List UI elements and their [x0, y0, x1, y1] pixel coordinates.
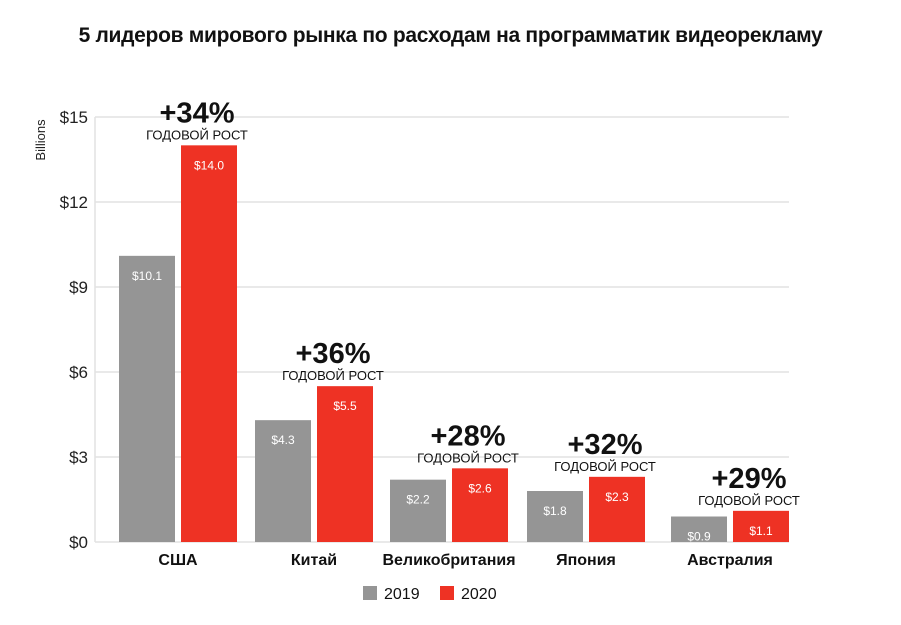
legend-swatch-2019	[363, 586, 377, 600]
growth-percent: +29%	[712, 463, 787, 495]
chart-title: 5 лидеров мирового рынка по расходам на …	[78, 24, 823, 47]
x-category-label: Австралия	[687, 552, 773, 569]
bar-2020	[181, 145, 237, 543]
bar-2019	[119, 255, 175, 543]
y-tick-label: $12	[60, 193, 88, 212]
growth-caption: ГОДОВОЙ РОСТ	[698, 493, 800, 508]
growth-percent: +32%	[568, 429, 643, 461]
legend-label: 2020	[461, 586, 497, 603]
bar-value-label: $0.9	[687, 530, 711, 544]
x-category-label: Китай	[291, 552, 337, 569]
x-category-label: Великобритания	[382, 552, 515, 569]
bar-value-label: $2.6	[468, 481, 492, 495]
bar-value-label: $1.1	[749, 524, 773, 538]
legend-label: 2019	[384, 586, 420, 603]
y-tick-label: $0	[69, 533, 88, 552]
growth-caption: ГОДОВОЙ РОСТ	[554, 459, 656, 474]
y-axis-ticks: $0 $3 $6 $9 $12 $15	[60, 108, 88, 552]
bar-2019	[390, 479, 446, 542]
y-tick-label: $6	[69, 363, 88, 382]
growth-caption: ГОДОВОЙ РОСТ	[282, 368, 384, 383]
bar-2020	[589, 476, 645, 542]
legend-swatch-2020	[440, 586, 454, 600]
y-axis-label: Billions	[33, 119, 48, 161]
growth-percent: +34%	[160, 97, 235, 129]
bar-2019	[255, 420, 311, 542]
bar-2019	[527, 491, 583, 542]
bar-value-label: $10.1	[132, 269, 162, 283]
bars: $10.1 $14.0 $4.3 $5.5 $2.2 $2.6 $1.8 $2.3 $0.9 $1…	[119, 145, 789, 544]
bar-value-label: $2.2	[406, 493, 430, 507]
y-tick-label: $3	[69, 448, 88, 467]
x-category-label: Япония	[556, 552, 616, 569]
x-category-label: США	[158, 552, 198, 569]
growth-annotations: +34%ГОДОВОЙ РОСТ+36%ГОДОВОЙ РОСТ+28%ГОДО…	[146, 97, 800, 508]
growth-percent: +36%	[296, 338, 371, 370]
bar-value-label: $14.0	[194, 158, 224, 172]
bar-value-label: $5.5	[333, 399, 357, 413]
bar-value-label: $2.3	[605, 490, 629, 504]
x-axis-categories: США Китай Великобритания Япония Австралия	[158, 552, 772, 569]
bar-2020	[317, 386, 373, 542]
bar-2020	[452, 468, 508, 542]
growth-percent: +28%	[431, 420, 506, 452]
bar-2020	[733, 510, 789, 542]
growth-caption: ГОДОВОЙ РОСТ	[146, 127, 248, 142]
legend: 2019 2020	[363, 586, 497, 603]
y-tick-label: $15	[60, 108, 88, 127]
bar-2019	[671, 516, 727, 542]
growth-caption: ГОДОВОЙ РОСТ	[417, 450, 519, 465]
bar-value-label: $1.8	[543, 504, 567, 518]
bar-value-label: $4.3	[271, 433, 295, 447]
y-tick-label: $9	[69, 278, 88, 297]
